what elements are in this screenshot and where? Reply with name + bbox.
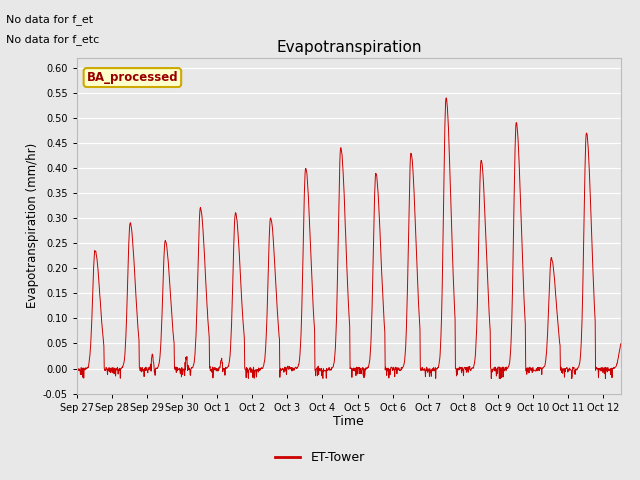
Title: Evapotranspiration: Evapotranspiration	[276, 40, 422, 55]
Text: BA_processed: BA_processed	[86, 71, 178, 84]
X-axis label: Time: Time	[333, 415, 364, 429]
Text: No data for f_etc: No data for f_etc	[6, 34, 100, 45]
Text: No data for f_et: No data for f_et	[6, 14, 93, 25]
Legend: ET-Tower: ET-Tower	[270, 446, 370, 469]
Y-axis label: Evapotranspiration (mm/hr): Evapotranspiration (mm/hr)	[26, 143, 38, 308]
